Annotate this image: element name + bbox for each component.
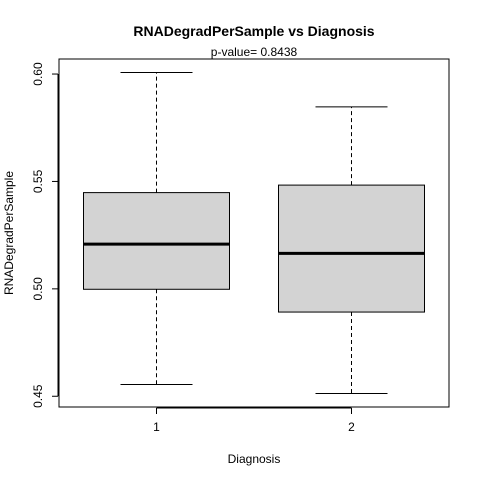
- y-tick-label: 0.60: [31, 62, 45, 86]
- x-tick-label: 1: [153, 420, 160, 434]
- y-tick-label: 0.45: [31, 384, 45, 408]
- x-tick-label: 2: [348, 420, 355, 434]
- y-axis-label: RNADegradPerSample: [2, 171, 16, 295]
- chart-marks: 1 2 0.45 0.50 0.55 0.60: [31, 62, 425, 434]
- box-2: [278, 184, 425, 313]
- y-tick-label: 0.50: [31, 277, 45, 301]
- chart-title: RNADegradPerSample vs Diagnosis: [133, 23, 374, 39]
- x-axis-label: Diagnosis: [228, 452, 281, 466]
- y-tick-label: 0.55: [31, 169, 45, 193]
- box-1: [83, 192, 230, 290]
- plot-frame: [58, 58, 450, 408]
- chart-subtitle: p-value= 0.8438: [211, 45, 298, 59]
